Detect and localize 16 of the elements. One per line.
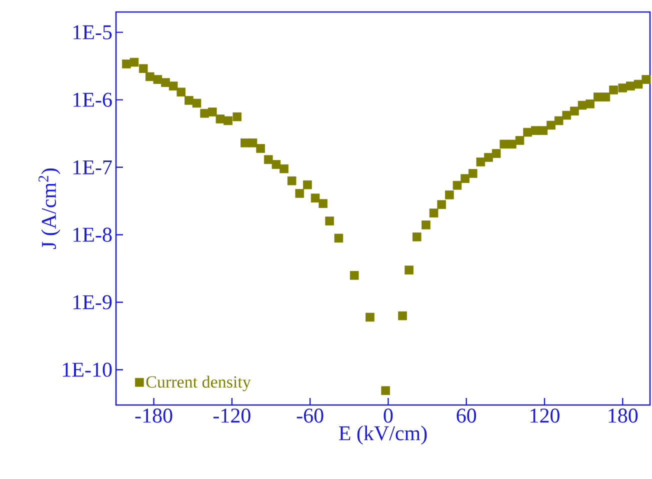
y-tick-label: 1E-10	[63, 362, 112, 377]
legend-label: Current density	[146, 376, 251, 392]
x-tick-label: 60	[456, 408, 476, 423]
y-tick-label: 1E-6	[74, 92, 112, 107]
y-tick-label: 1E-7	[74, 160, 112, 174]
x-tick-label: -60	[296, 408, 324, 423]
y-tick-label: 1E-9	[74, 295, 112, 310]
x-tick-label: 180	[608, 408, 638, 423]
y-axis-title: J (A/cm$^{2}$)	[38, 168, 60, 250]
x-tick-label: -120	[213, 408, 250, 423]
y-tick-label: 1E-5	[74, 25, 112, 40]
x-axis-title: E (kV/cm)	[339, 426, 427, 445]
x-tick-label: 0	[384, 408, 393, 423]
x-tick-label: 120	[530, 408, 560, 423]
x-tick-label: -180	[135, 408, 172, 423]
y-tick-label: 1E-8	[74, 228, 112, 242]
